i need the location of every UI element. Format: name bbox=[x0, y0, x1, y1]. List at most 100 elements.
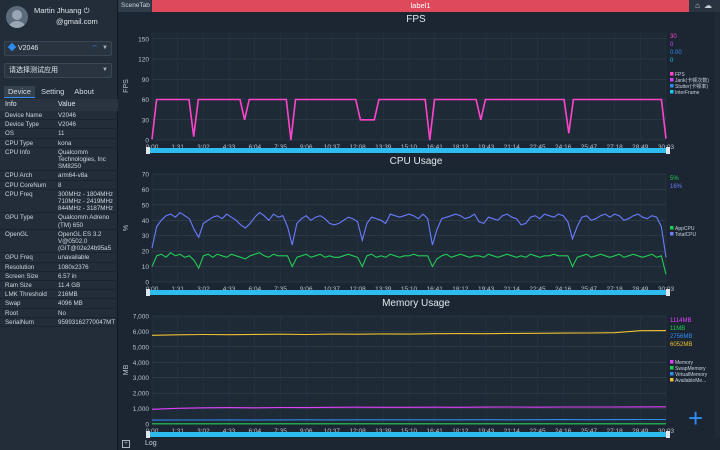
info-value: 11.4 GB bbox=[58, 282, 81, 290]
legend-label: AppCPU bbox=[675, 226, 695, 232]
device-select-value: V2046 bbox=[18, 45, 39, 52]
x-tick-label: 27:18 bbox=[606, 286, 623, 293]
app-select[interactable]: 请选择测试应用 ▼ bbox=[4, 63, 112, 78]
info-value: 300MHz - 1804MHz 710MHz - 2419MHz 844MHz… bbox=[58, 190, 114, 213]
x-tick-label: 10:37 bbox=[324, 286, 341, 293]
legend-swatch bbox=[670, 232, 674, 236]
stat-value: 0 bbox=[670, 58, 674, 64]
tab-setting[interactable]: Setting bbox=[40, 87, 65, 96]
series-line-fps bbox=[151, 98, 667, 141]
log-toggle-button[interactable]: + bbox=[122, 440, 130, 448]
y-tick-label: 10 bbox=[142, 264, 150, 271]
scroll-handle-left[interactable] bbox=[146, 431, 150, 438]
legend-label: Memory bbox=[675, 360, 694, 366]
legend-swatch bbox=[670, 78, 674, 82]
info-key: Screen Size bbox=[5, 272, 39, 280]
cloud-icon[interactable]: ☁ bbox=[704, 1, 716, 10]
info-key: CPU Arch bbox=[5, 172, 33, 180]
x-tick-label: 19:43 bbox=[478, 144, 495, 151]
table-row: OpenGL OpenGL ES 3.2 V@0502.0 (GIT@02e24b… bbox=[0, 230, 118, 254]
sidebar: Martin Jhuang ⏻ @gmail.com V2046 ⌔ ▼ 请选择… bbox=[0, 0, 118, 450]
avatar[interactable] bbox=[6, 6, 28, 28]
table-row: Root No bbox=[0, 309, 118, 318]
vertical-scrollbar[interactable] bbox=[714, 12, 720, 450]
table-row: CPU Freq 300MHz - 1804MHz 710MHz - 2419MH… bbox=[0, 190, 118, 214]
legend-swatch bbox=[670, 72, 674, 76]
legend-label: VirtualMemory bbox=[675, 372, 708, 378]
table-row: LMK Threshold 216MB bbox=[0, 290, 118, 300]
x-tick-label: 12:08 bbox=[349, 428, 366, 435]
header-value: Value bbox=[58, 101, 76, 108]
stat-value: 11MB bbox=[670, 326, 685, 332]
label-bar[interactable]: label1 bbox=[152, 0, 689, 12]
x-tick-label: 28:49 bbox=[632, 144, 649, 151]
info-value: Qualcomm Technologies, Inc SM8250 bbox=[58, 148, 106, 171]
power-icon[interactable]: ⏻ bbox=[83, 6, 90, 15]
x-tick-label: 12:08 bbox=[349, 144, 366, 151]
stat-value: 6052MB bbox=[670, 342, 692, 348]
x-tick-label: 10:37 bbox=[324, 144, 341, 151]
x-tick-label: 27:18 bbox=[606, 144, 623, 151]
x-tick-label: 22:45 bbox=[529, 144, 546, 151]
info-value: V2046 bbox=[58, 121, 76, 129]
fps-time-scrollbar[interactable] bbox=[146, 147, 670, 154]
cpu-time-scrollbar[interactable] bbox=[146, 289, 670, 296]
x-tick-label: 0:00 bbox=[146, 286, 159, 293]
table-row: Swap 4096 MB bbox=[0, 299, 118, 309]
scroll-handle-left[interactable] bbox=[146, 289, 150, 296]
x-tick-label: 25:47 bbox=[581, 286, 598, 293]
x-tick-label: 15:10 bbox=[401, 428, 418, 435]
user-email: @gmail.com bbox=[56, 17, 98, 26]
y-tick-label: 3,000 bbox=[133, 375, 150, 382]
info-key: SerialNum bbox=[5, 318, 34, 326]
home-icon[interactable]: ⌂ bbox=[695, 1, 704, 10]
x-tick-label: 0:00 bbox=[146, 144, 159, 151]
info-key: CPU Freq bbox=[5, 190, 33, 198]
device-select[interactable]: V2046 ⌔ ▼ bbox=[4, 41, 112, 56]
memory-chart-title: Memory Usage bbox=[382, 298, 450, 309]
scroll-handle-right[interactable] bbox=[666, 431, 670, 438]
info-key: Device Type bbox=[5, 121, 39, 129]
legend-swatch bbox=[670, 84, 674, 88]
x-tick-label: 9:06 bbox=[300, 286, 313, 293]
stat-value: 1114MB bbox=[670, 318, 691, 324]
tab-device[interactable]: Device bbox=[4, 86, 35, 98]
x-tick-label: 6:04 bbox=[248, 144, 261, 151]
x-tick-label: 22:45 bbox=[529, 428, 546, 435]
scroll-handle-right[interactable] bbox=[666, 147, 670, 154]
table-row: OS 11 bbox=[0, 129, 118, 139]
x-tick-label: 21:14 bbox=[504, 428, 521, 435]
fps-chart-title: FPS bbox=[406, 14, 426, 25]
chevron-down-icon: ▼ bbox=[102, 45, 108, 51]
legend-label: AvailableMe... bbox=[675, 378, 706, 384]
x-tick-label: 13:39 bbox=[375, 286, 392, 293]
info-key: LMK Threshold bbox=[5, 291, 47, 299]
info-value: 4096 MB bbox=[58, 300, 83, 308]
scroll-handle-left[interactable] bbox=[146, 147, 150, 154]
x-tick-label: 6:04 bbox=[248, 428, 261, 435]
x-tick-label: 3:02 bbox=[197, 144, 210, 151]
log-label[interactable]: Log bbox=[145, 440, 157, 447]
legend-label: TotalCPU bbox=[675, 232, 697, 238]
legend-swatch bbox=[670, 366, 674, 370]
x-tick-label: 16:41 bbox=[427, 428, 444, 435]
tab-about[interactable]: About bbox=[74, 87, 94, 96]
memory-time-scrollbar[interactable] bbox=[146, 431, 670, 438]
scene-tab-button[interactable]: SceneTab bbox=[118, 0, 151, 12]
table-row: CPU Info Qualcomm Technologies, Inc SM825… bbox=[0, 148, 118, 172]
x-tick-label: 15:10 bbox=[401, 144, 418, 151]
top-icons: ⌂☁ bbox=[695, 0, 716, 12]
info-key: CPU Type bbox=[5, 139, 34, 147]
info-value: No bbox=[58, 309, 66, 317]
app-select-value: 请选择测试应用 bbox=[9, 67, 58, 74]
legend-swatch bbox=[670, 90, 674, 94]
x-tick-label: 18:12 bbox=[452, 428, 469, 435]
series-line-memory bbox=[151, 406, 667, 410]
x-tick-label: 7:35 bbox=[274, 286, 287, 293]
table-row: Device Name V2046 bbox=[0, 111, 118, 121]
y-tick-label: 1,000 bbox=[133, 406, 150, 413]
add-icon[interactable]: + bbox=[688, 403, 704, 433]
info-value: Qualcomm Adreno (TM) 650 bbox=[58, 214, 110, 229]
scroll-handle-right[interactable] bbox=[666, 289, 670, 296]
